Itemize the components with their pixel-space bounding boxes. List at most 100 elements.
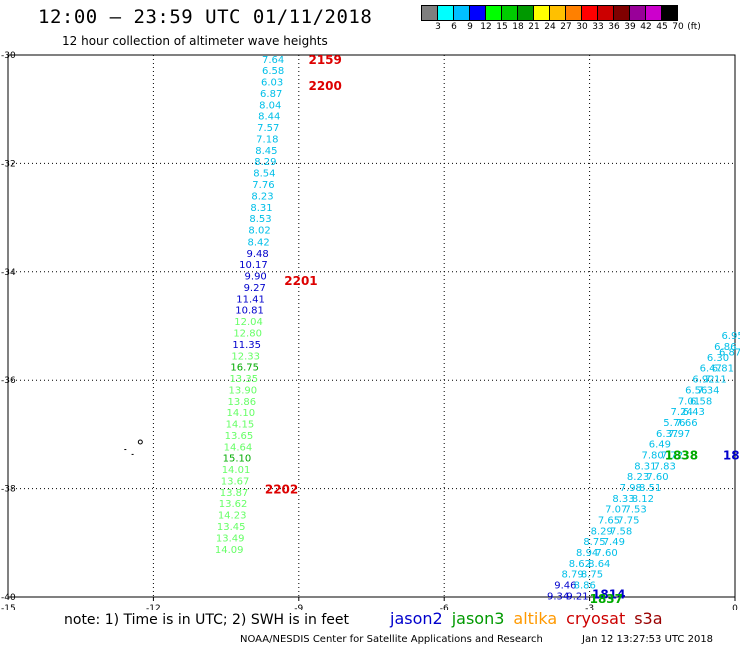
wave-height-label: 7.07: [605, 505, 627, 516]
wave-height-label: 8.94: [576, 548, 598, 559]
wave-height-label: 10.81: [235, 306, 264, 317]
wave-height-label: 13.62: [219, 499, 248, 510]
wave-height-label: 7.80: [641, 450, 663, 461]
wave-height-label: 8.12: [632, 494, 654, 505]
color-legend: [421, 5, 678, 21]
wave-height-label: 6.81: [712, 364, 734, 375]
wave-height-label: 6.30: [707, 353, 729, 364]
x-tick-label: -12: [146, 604, 161, 610]
wave-height-label: 9.21: [566, 591, 588, 602]
wave-height-label: 7.97: [668, 429, 690, 440]
wave-height-label: 9.34: [547, 591, 569, 602]
time-label: 1814: [592, 588, 625, 602]
wave-height-label: 7.11: [704, 375, 726, 386]
legend-label: 9: [467, 22, 473, 32]
wave-height-label: 8.64: [588, 559, 610, 570]
wave-height-label: 8.42: [247, 237, 269, 248]
wave-height-label: 8.29: [254, 157, 276, 168]
wave-height-label: 9.27: [244, 283, 266, 294]
wave-height-label: 7.66: [675, 418, 697, 429]
time-label: 1838: [665, 448, 698, 462]
island-mark: [137, 439, 143, 445]
y-tick-label: -40: [1, 593, 16, 603]
wave-height-label: 7.98: [620, 483, 642, 494]
wave-height-label: 8.29: [591, 526, 613, 537]
footer-note: note: 1) Time is in UTC; 2) SWH is in fe…: [64, 612, 350, 628]
island-mark: [124, 449, 127, 451]
wave-height-label: 14.01: [222, 465, 251, 476]
wave-height-label: 13.45: [217, 522, 246, 533]
wave-height-label: 8.04: [259, 100, 281, 111]
legend-label: 6: [451, 22, 457, 32]
wave-height-label: 8.75: [581, 570, 603, 581]
wave-height-label: 5.76: [663, 418, 685, 429]
wave-height-label: 7.60: [646, 472, 668, 483]
legend-label: 70: [672, 22, 684, 32]
wave-height-label: 12.04: [234, 317, 263, 328]
wave-height-label: 6.47: [700, 364, 722, 375]
legend-label: 39: [624, 22, 636, 32]
wave-height-label: 8.23: [251, 191, 273, 202]
wave-height-label: 7.24: [671, 407, 693, 418]
satellite-legend: jason2 jason3 altika cryosat s3a: [390, 609, 672, 628]
legend-label: 12: [480, 22, 492, 32]
wave-height-chart: -12 -9 -6 -3 0-30-32-34-36-38-40-157.646.586…: [1, 51, 740, 610]
wave-height-label: 16.75: [230, 363, 259, 374]
wave-height-label: 6.58: [262, 66, 284, 77]
legend-label: 27: [560, 22, 572, 32]
y-tick-label: -38: [1, 485, 16, 495]
wave-height-label: 6.87: [719, 347, 740, 358]
legend-label: 42: [640, 22, 652, 32]
wave-height-label: 8.54: [253, 169, 275, 180]
wave-height-label: 12.80: [233, 329, 262, 340]
wave-height-label: 6.95: [721, 331, 740, 342]
footer-credit: NOAA/NESDIS Center for Satellite Applica…: [240, 634, 543, 645]
page-title: 12:00 – 23:59 UTC 01/11/2018: [38, 6, 373, 28]
wave-height-label: 7.72: [661, 450, 683, 461]
y-tick-label: -30: [1, 51, 16, 61]
wave-height-label: 6.86: [714, 342, 736, 353]
y-tick-label: -32: [1, 159, 16, 169]
satellite-jason2: jason2: [390, 609, 443, 628]
wave-height-label: 6.56: [685, 385, 707, 396]
wave-height-label: 7.65: [598, 515, 620, 526]
wave-height-label: 7.64: [262, 55, 284, 66]
legend-label: (ft): [687, 22, 701, 32]
footer-timestamp: Jan 12 13:27:53 UTC 2018: [582, 634, 714, 645]
y-tick-label: -34: [1, 268, 16, 278]
wave-height-label: 15.10: [223, 454, 252, 465]
wave-height-label: 8.79: [562, 570, 584, 581]
legend-label: 24: [544, 22, 556, 32]
y-tick-label: -36: [1, 376, 16, 386]
wave-height-label: 8.31: [634, 461, 656, 472]
legend-label: 36: [608, 22, 620, 32]
satellite-cryosat: cryosat: [566, 609, 626, 628]
wave-height-label: 12.33: [231, 351, 260, 362]
wave-height-label: 7.58: [610, 526, 632, 537]
wave-height-label: 13.86: [228, 397, 257, 408]
legend-label: 21: [528, 22, 540, 32]
satellite-altika: altika: [513, 609, 558, 628]
satellite-jason3: jason3: [451, 609, 505, 628]
time-label: 2201: [284, 274, 317, 288]
page-subtitle: 12 hour collection of altimeter wave hei…: [62, 34, 328, 48]
wave-height-label: 7.76: [252, 180, 274, 191]
wave-height-label: 13.67: [221, 476, 250, 487]
wave-height-label: 13.49: [216, 533, 245, 544]
wave-height-label: 14.64: [224, 442, 253, 453]
satellite-s3a: s3a: [634, 609, 663, 628]
wave-height-label: 6.58: [690, 396, 712, 407]
time-label: 2159: [308, 53, 341, 67]
legend-label: 45: [656, 22, 668, 32]
wave-height-label: 13.87: [220, 488, 249, 499]
wave-height-label: 6.92: [692, 375, 714, 386]
x-tick-label: -3: [585, 604, 594, 610]
wave-height-label: 10.17: [239, 260, 268, 271]
x-tick-label: -6: [440, 604, 449, 610]
wave-height-label: 13.35: [229, 374, 258, 385]
wave-height-label: 14.09: [215, 545, 244, 556]
time-label: 1815: [723, 448, 740, 462]
wave-height-label: 7.60: [595, 548, 617, 559]
island-mark: [131, 453, 134, 455]
wave-height-label: 8.75: [583, 537, 605, 548]
